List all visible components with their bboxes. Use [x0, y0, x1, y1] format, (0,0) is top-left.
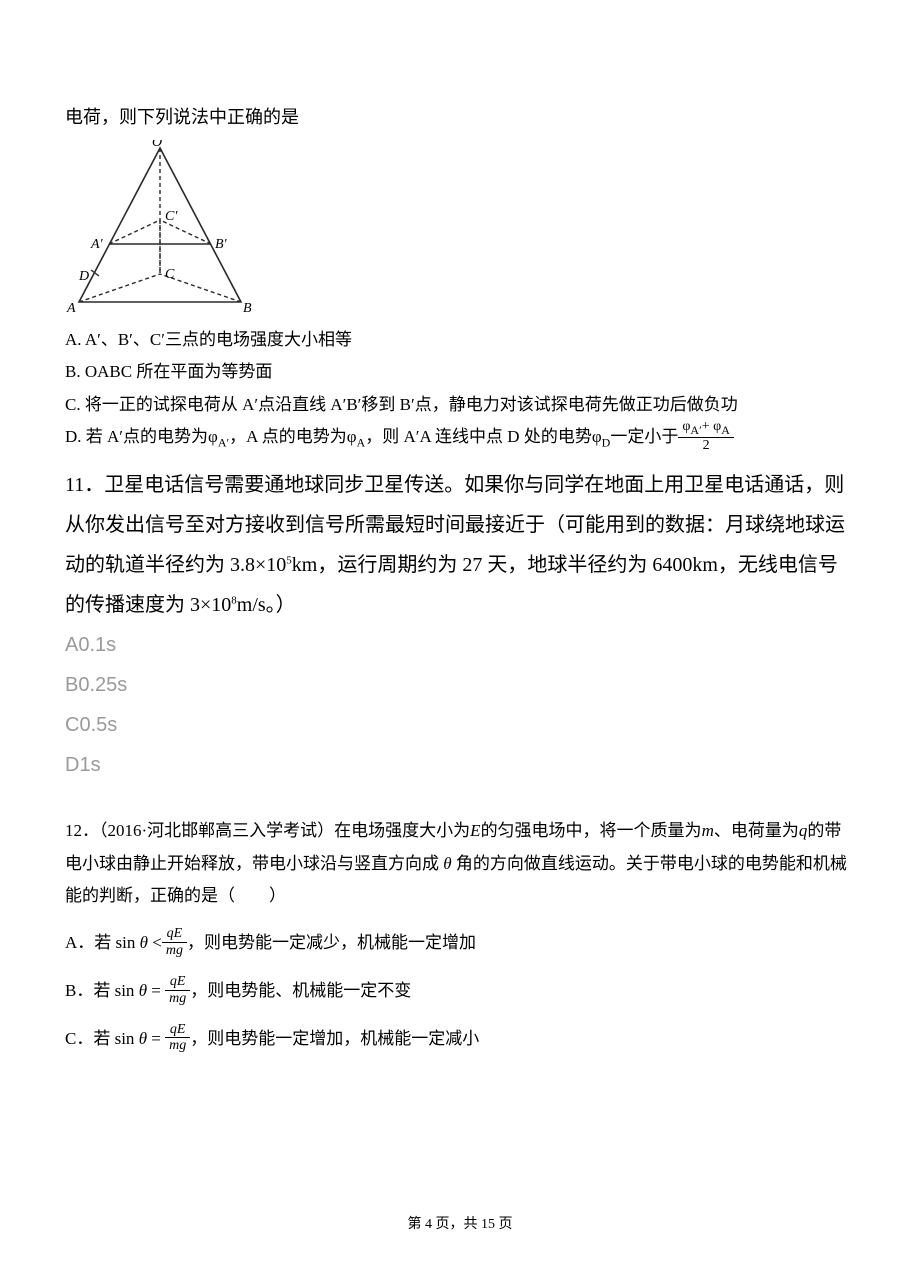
q11-option-b: B0.25s — [65, 665, 855, 705]
q12-m: m — [702, 821, 714, 840]
q12-a: 在电场强度大小为 — [334, 821, 470, 840]
q12-b-frac: qEmg — [165, 974, 190, 1006]
q10-d-mid1: ，A 点的电势为 — [229, 427, 347, 446]
q12-b-theta: θ — [134, 981, 151, 1000]
q12-E: E — [470, 821, 480, 840]
svg-text:B: B — [243, 301, 252, 315]
q12-b: 的匀强电场中，将一个质量为 — [481, 821, 702, 840]
page-footer: 第 4 页，共 15 页 — [0, 1213, 920, 1233]
q12-stem: 12．（2016·河北邯郸高三入学考试）在电场强度大小为E的匀强电场中，将一个质… — [65, 815, 855, 912]
q11-option-a: A0.1s — [65, 625, 855, 665]
footer-pre: 第 — [408, 1217, 426, 1232]
q12-option-c: C．若 sin θ = qEmg，则电势能一定增加，机械能一定减小 — [65, 1024, 855, 1056]
q12-option-a: A．若 sin θ <qEmg，则电势能一定减少，机械能一定增加 — [65, 928, 855, 960]
q12-b-eq: = — [151, 981, 165, 1000]
q10-d-mid2: ，则 A′A 连线中点 D 处的电势 — [365, 427, 592, 446]
q12-options: A．若 sin θ <qEmg，则电势能一定减少，机械能一定增加 B．若 sin… — [65, 928, 855, 1055]
q10-option-b: B. OABC 所在平面为等势面 — [65, 356, 855, 388]
q10-d-phiAp: φA′ — [208, 427, 229, 446]
q10-d-mid3: 一定小于 — [610, 427, 678, 446]
q12-a-tail: ，则电势能一定减少，机械能一定增加 — [187, 933, 476, 952]
q12-a-pre: A．若 sin — [65, 933, 135, 952]
q12-b-pre: B．若 sin — [65, 981, 134, 1000]
q12-theta: θ — [439, 854, 456, 873]
q12-option-b: B．若 sin θ = qEmg，则电势能、机械能一定不变 — [65, 976, 855, 1008]
page: 电荷，则下列说法中正确的是 O A B A' B' C — [0, 0, 920, 1273]
q11-option-c: C0.5s — [65, 705, 855, 745]
q12-c-eq: = — [151, 1029, 165, 1048]
q11-stem: 11．卫星电话信号需要通地球同步卫星传送。如果你与同学在地面上用卫星电话通话，则… — [65, 465, 855, 625]
svg-text:A: A — [66, 301, 76, 315]
q10-d-phiA: φA — [347, 427, 365, 446]
q10-diagram: O A B A' B' C C' D — [65, 140, 855, 320]
svg-text:A': A' — [90, 237, 104, 252]
q12-a-lt: < — [152, 933, 162, 952]
q12-a-frac: qEmg — [162, 926, 187, 958]
q10-d-fraction: φA′+ φA2 — [678, 419, 734, 453]
q12-c-theta: θ — [134, 1029, 151, 1048]
svg-text:O: O — [152, 140, 162, 150]
q12-c-frac: qEmg — [165, 1022, 190, 1054]
q10-option-c: C. 将一正的试探电荷从 A′点沿直线 A′B′移到 B′点，静电力对该试探电荷… — [65, 389, 855, 421]
q12-c-pre: C．若 sin — [65, 1029, 134, 1048]
svg-text:C': C' — [165, 209, 178, 224]
footer-mid: 页，共 — [432, 1217, 481, 1232]
q10-d-pre: D. 若 A′点的电势为 — [65, 427, 208, 446]
svg-text:D: D — [78, 269, 89, 284]
q12-number: 12． — [65, 821, 99, 840]
spacer — [65, 785, 855, 815]
q10-d-phiD: φD — [592, 427, 610, 446]
q11-option-d: D1s — [65, 745, 855, 785]
footer-total-pages: 15 — [481, 1217, 495, 1232]
q10-option-a: A. A′、B′、C′三点的电场强度大小相等 — [65, 324, 855, 356]
q12-b-tail: ，则电势能、机械能一定不变 — [190, 981, 411, 1000]
q11-stem-c: m/s。） — [237, 594, 296, 616]
q12-source: （2016·河北邯郸高三入学考试） — [99, 821, 334, 840]
q12-c: 、电荷量为 — [714, 821, 799, 840]
svg-text:B': B' — [215, 237, 228, 252]
q11-number: 11． — [65, 474, 104, 496]
q10-stem-tail: 电荷，则下列说法中正确的是 — [65, 100, 855, 134]
svg-text:C: C — [165, 267, 175, 282]
q12-c-tail: ，则电势能一定增加，机械能一定减小 — [190, 1029, 479, 1048]
q12-a-theta: θ — [135, 933, 152, 952]
footer-post: 页 — [495, 1217, 513, 1232]
q10-option-d: D. 若 A′点的电势为φA′，A 点的电势为φA，则 A′A 连线中点 D 处… — [65, 421, 855, 455]
footer-current-page: 4 — [425, 1217, 432, 1232]
triangle-diagram-svg: O A B A' B' C C' D — [65, 140, 255, 315]
